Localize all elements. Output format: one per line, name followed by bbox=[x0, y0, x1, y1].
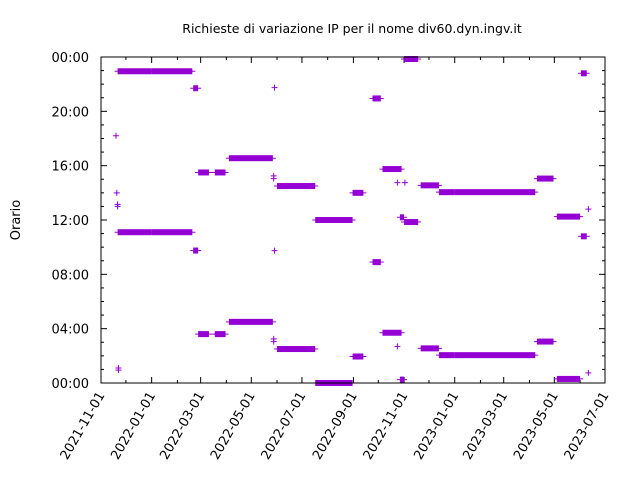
data-point bbox=[401, 179, 408, 186]
x-tick-label: 2022-07-01 bbox=[259, 390, 310, 463]
data-point bbox=[394, 179, 401, 186]
y-tick-label: 08:00 bbox=[52, 268, 89, 283]
data-point bbox=[270, 175, 277, 182]
data-point bbox=[271, 84, 278, 91]
x-tick-label: 2023-01-01 bbox=[411, 390, 462, 463]
y-tick-label: 00:00 bbox=[52, 377, 89, 392]
x-tick-label: 2022-05-01 bbox=[208, 390, 259, 463]
x-tick-label: 2023-03-01 bbox=[460, 389, 511, 462]
data-point bbox=[113, 189, 120, 196]
data-point bbox=[585, 206, 592, 213]
x-tick-label: 2022-09-01 bbox=[310, 390, 361, 463]
chart-title: Richieste di variazione IP per il nome d… bbox=[182, 21, 522, 36]
data-point bbox=[271, 247, 278, 254]
y-tick-label: 04:00 bbox=[52, 323, 89, 338]
x-tick-label: 2023-05-01 bbox=[511, 390, 562, 463]
data-point bbox=[112, 132, 119, 139]
plot-frame bbox=[100, 56, 606, 384]
x-tick-label: 2022-03-01 bbox=[157, 390, 208, 463]
x-tick-label: 2021-11-01 bbox=[58, 390, 109, 463]
y-tick-label: 20:00 bbox=[52, 105, 89, 120]
data-point bbox=[115, 367, 122, 374]
y-axis-label: Orario bbox=[9, 200, 24, 241]
data-point bbox=[114, 203, 121, 210]
y-tick-label: 00:00 bbox=[52, 51, 89, 66]
data-point bbox=[585, 369, 592, 376]
data-point bbox=[394, 343, 401, 350]
y-tick-label: 16:00 bbox=[52, 160, 89, 175]
data-point bbox=[270, 338, 277, 345]
x-tick-label: 2022-01-01 bbox=[108, 390, 159, 463]
x-tick-label: 2022-11-01 bbox=[361, 390, 412, 463]
x-tick-label: 2023-07-01 bbox=[562, 390, 613, 463]
data-marks bbox=[112, 56, 592, 386]
y-tick-label: 12:00 bbox=[52, 214, 89, 229]
